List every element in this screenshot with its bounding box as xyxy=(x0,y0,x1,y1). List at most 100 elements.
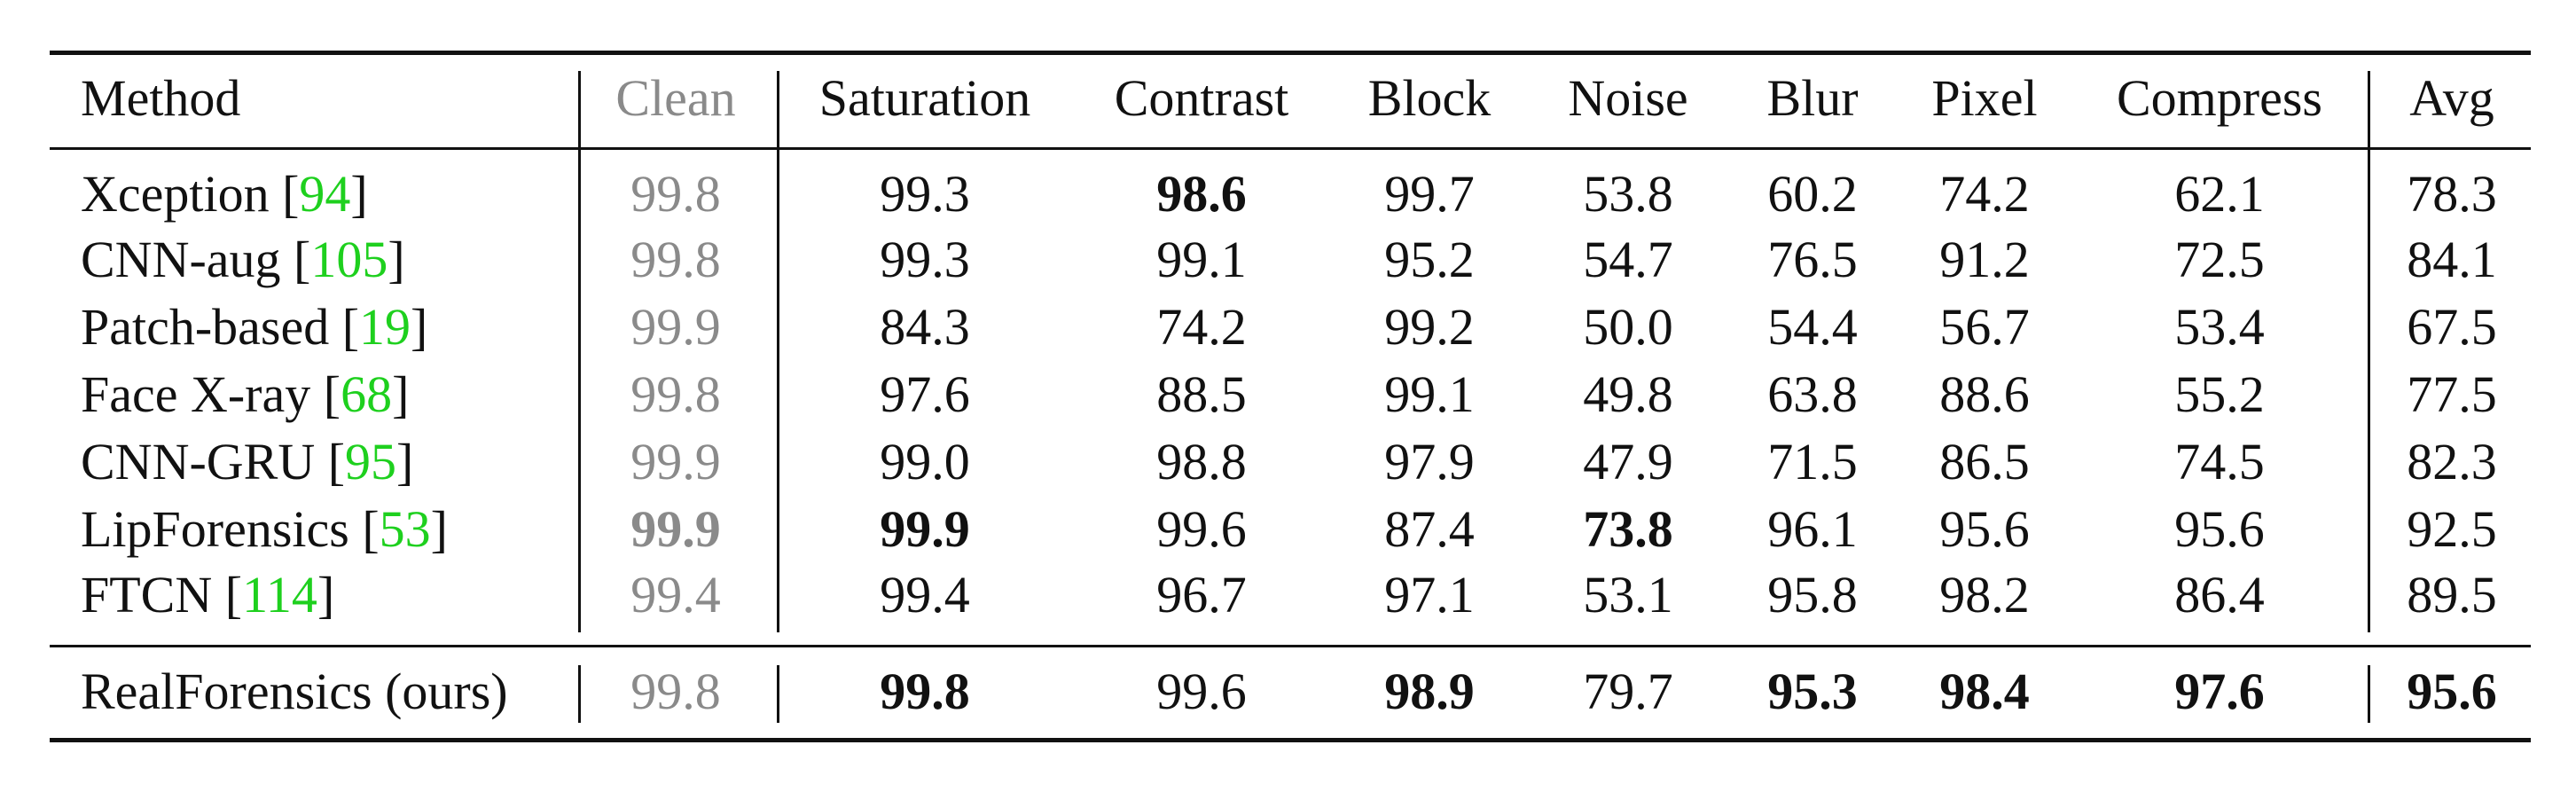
value-cell: 99.8 xyxy=(630,165,721,223)
value-cell: 50.0 xyxy=(1583,298,1673,356)
value-cell: 89.5 xyxy=(2407,566,2497,623)
method-text: ] xyxy=(430,500,448,558)
header-cell: Saturation xyxy=(818,69,1031,127)
header-cell: Noise xyxy=(1568,69,1688,127)
method-text: Patch-based [ xyxy=(81,298,360,356)
method-cell: Patch-based [19] xyxy=(81,302,427,353)
value-cell: 53.1 xyxy=(1583,566,1673,623)
value-cell: 99.9 xyxy=(630,500,721,558)
value-cell: 73.8 xyxy=(1583,500,1673,558)
value-cell: 49.8 xyxy=(1583,365,1673,423)
value-cell: 96.7 xyxy=(1156,566,1247,623)
value-cell: 86.5 xyxy=(1939,433,2030,490)
mid-rule xyxy=(50,645,2531,647)
method-text: CNN-GRU [ xyxy=(81,433,346,490)
header-cell: Clean xyxy=(615,69,736,127)
header-cell: Method xyxy=(81,69,241,127)
method-cell: FTCN [114] xyxy=(81,569,334,621)
method-cell: LipForensics [53] xyxy=(81,504,448,555)
column-rule xyxy=(578,71,581,632)
method-cell: Face X-ray [68] xyxy=(81,369,409,420)
value-cell: 95.6 xyxy=(1939,500,2030,558)
citation: 94 xyxy=(299,165,351,223)
value-cell: 95.6 xyxy=(2174,500,2265,558)
method-text: ] xyxy=(388,231,405,288)
value-cell: 98.4 xyxy=(1939,663,2030,720)
value-cell: 67.5 xyxy=(2407,298,2497,356)
value-cell: 74.5 xyxy=(2174,433,2265,490)
citation: 114 xyxy=(242,566,317,623)
value-cell: 72.5 xyxy=(2174,231,2265,288)
value-cell: 84.3 xyxy=(880,298,970,356)
header-rule xyxy=(50,147,2531,150)
value-cell: 99.8 xyxy=(880,663,970,720)
value-cell: 88.5 xyxy=(1156,365,1247,423)
value-cell: 62.1 xyxy=(2174,165,2265,223)
value-cell: 54.7 xyxy=(1583,231,1673,288)
method-text: RealForensics (ours) xyxy=(81,663,508,720)
citation: 19 xyxy=(359,298,411,356)
value-cell: 99.8 xyxy=(630,231,721,288)
value-cell: 78.3 xyxy=(2407,165,2497,223)
value-cell: 99.6 xyxy=(1156,663,1247,720)
value-cell: 84.1 xyxy=(2407,231,2497,288)
method-text: CNN-aug [ xyxy=(81,231,311,288)
method-text: FTCN [ xyxy=(81,566,243,623)
value-cell: 98.2 xyxy=(1939,566,2030,623)
value-cell: 99.1 xyxy=(1384,365,1475,423)
method-text: Face X-ray [ xyxy=(81,365,341,423)
value-cell: 97.6 xyxy=(880,365,970,423)
citation: 53 xyxy=(379,500,431,558)
method-cell: Xception [94] xyxy=(81,169,368,220)
value-cell: 95.2 xyxy=(1384,231,1475,288)
value-cell: 71.5 xyxy=(1767,433,1858,490)
header-cell: Avg xyxy=(2409,69,2494,127)
column-rule xyxy=(578,665,581,723)
method-cell: RealForensics (ours) xyxy=(81,666,508,718)
value-cell: 76.5 xyxy=(1767,231,1858,288)
value-cell: 97.6 xyxy=(2174,663,2265,720)
method-cell: CNN-aug [105] xyxy=(81,234,405,286)
value-cell: 99.2 xyxy=(1384,298,1475,356)
value-cell: 99.1 xyxy=(1156,231,1247,288)
column-rule xyxy=(777,665,779,723)
method-text: ] xyxy=(396,433,414,490)
value-cell: 99.9 xyxy=(880,500,970,558)
method-text: ] xyxy=(317,566,335,623)
value-cell: 91.2 xyxy=(1939,231,2030,288)
value-cell: 96.1 xyxy=(1767,500,1858,558)
value-cell: 74.2 xyxy=(1156,298,1247,356)
value-cell: 99.8 xyxy=(630,365,721,423)
value-cell: 99.9 xyxy=(630,298,721,356)
method-text: Xception [ xyxy=(81,165,300,223)
value-cell: 98.6 xyxy=(1156,165,1247,223)
value-cell: 92.5 xyxy=(2407,500,2497,558)
header-cell: Block xyxy=(1367,69,1492,127)
method-cell: CNN-GRU [95] xyxy=(81,436,413,488)
value-cell: 82.3 xyxy=(2407,433,2497,490)
value-cell: 53.8 xyxy=(1583,165,1673,223)
citation: 95 xyxy=(345,433,397,490)
value-cell: 99.9 xyxy=(630,433,721,490)
value-cell: 97.1 xyxy=(1384,566,1475,623)
value-cell: 77.5 xyxy=(2407,365,2497,423)
value-cell: 63.8 xyxy=(1767,365,1858,423)
value-cell: 86.4 xyxy=(2174,566,2265,623)
value-cell: 95.6 xyxy=(2407,663,2497,720)
citation: 105 xyxy=(310,231,388,288)
top-rule xyxy=(50,51,2531,55)
value-cell: 79.7 xyxy=(1583,663,1673,720)
value-cell: 54.4 xyxy=(1767,298,1858,356)
method-text: ] xyxy=(411,298,428,356)
value-cell: 87.4 xyxy=(1384,500,1475,558)
column-rule xyxy=(777,71,779,632)
method-text: ] xyxy=(392,365,410,423)
value-cell: 99.4 xyxy=(630,566,721,623)
value-cell: 55.2 xyxy=(2174,365,2265,423)
value-cell: 99.7 xyxy=(1384,165,1475,223)
value-cell: 74.2 xyxy=(1939,165,2030,223)
value-cell: 98.9 xyxy=(1384,663,1475,720)
value-cell: 99.0 xyxy=(880,433,970,490)
value-cell: 99.4 xyxy=(880,566,970,623)
